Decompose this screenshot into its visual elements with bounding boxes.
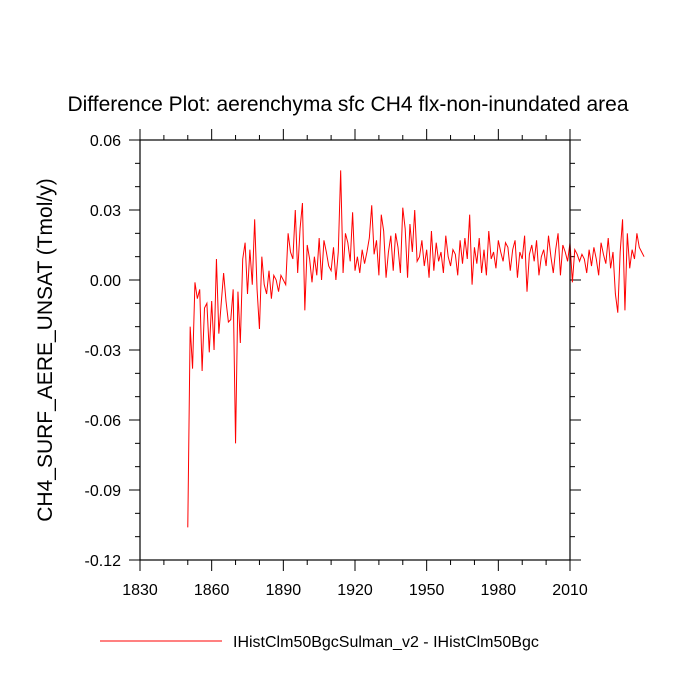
x-tick-label: 1950 xyxy=(409,582,445,599)
x-tick-label: 2010 xyxy=(552,582,588,599)
plot-frame xyxy=(139,139,571,561)
series-line xyxy=(187,170,645,528)
legend: IHistClm50BgcSulman_v2 - IHistClm50Bgc xyxy=(100,634,539,651)
chart-title: Difference Plot: aerenchyma sfc CH4 flx-… xyxy=(67,93,628,116)
y-tick-label: -0.09 xyxy=(85,483,122,500)
y-tick-label: -0.03 xyxy=(85,343,122,360)
x-tick-label: 1920 xyxy=(337,582,373,599)
y-tick-label: 0.06 xyxy=(90,133,121,150)
y-tick-label: -0.06 xyxy=(85,413,122,430)
y-axis-label: CH4_SURF_AERE_UNSAT (Tmol/y) xyxy=(34,178,57,521)
x-tick-label: 1830 xyxy=(122,582,158,599)
y-tick-label: 0.00 xyxy=(90,273,121,290)
y-tick-label: -0.12 xyxy=(85,553,122,570)
legend-entry-label: IHistClm50BgcSulman_v2 - IHistClm50Bgc xyxy=(233,634,539,651)
x-tick-label: 1890 xyxy=(266,582,302,599)
axis-tick-labels: 1830 1860 1890 1920 1950 1980 2010 -0.12 -0.09 -0… xyxy=(85,133,588,599)
x-tick-label: 1860 xyxy=(194,582,230,599)
y-tick-label: 0.03 xyxy=(90,203,121,220)
x-tick-label: 1980 xyxy=(481,582,517,599)
axis-ticks xyxy=(129,129,581,571)
